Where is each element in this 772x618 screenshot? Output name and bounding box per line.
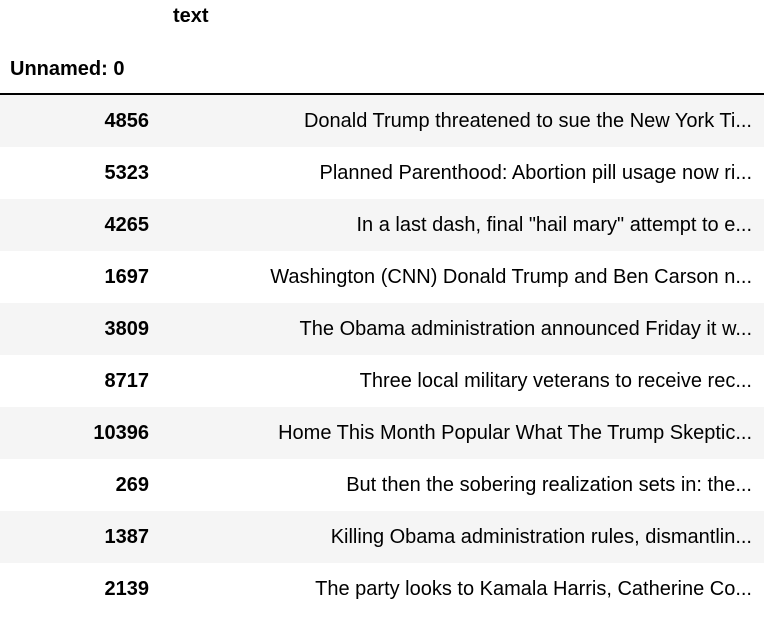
table-row: 4265 In a last dash, final "hail mary" a… [0, 199, 764, 251]
index-header: Unnamed: 0 [10, 58, 125, 80]
row-text: The party looks to Kamala Harris, Cather… [315, 577, 752, 600]
row-text: The Obama administration announced Frida… [299, 317, 752, 340]
row-index: 3809 [104, 317, 150, 340]
row-text: Home This Month Popular What The Trump S… [278, 421, 752, 444]
row-index: 269 [115, 473, 149, 496]
table-row: 1387 Killing Obama administration rules,… [0, 511, 764, 563]
table-row: 10396 Home This Month Popular What The T… [0, 407, 764, 459]
row-index: 2139 [104, 577, 150, 600]
row-text: In a last dash, final "hail mary" attemp… [356, 213, 753, 236]
row-text: Three local military veterans to receive… [359, 369, 752, 392]
index-header-row: Unnamed: 0 [0, 34, 764, 95]
row-text: Killing Obama administration rules, dism… [330, 525, 752, 548]
table-row: 3809 The Obama administration announced … [0, 303, 764, 355]
row-index: 10396 [93, 421, 149, 444]
table-row: 1697 Washington (CNN) Donald Trump and B… [0, 251, 764, 303]
row-index: 1697 [104, 265, 150, 288]
row-text: Planned Parenthood: Abortion pill usage … [319, 161, 752, 184]
row-index: 5323 [104, 161, 150, 184]
row-text: But then the sobering realization sets i… [346, 473, 752, 496]
table-row: 2139 The party looks to Kamala Harris, C… [0, 563, 764, 615]
table-row: 8717 Three local military veterans to re… [0, 355, 764, 407]
row-index: 8717 [104, 369, 150, 392]
column-header-row: text [0, 0, 764, 34]
row-text: Washington (CNN) Donald Trump and Ben Ca… [270, 265, 752, 288]
row-index: 4265 [104, 213, 150, 236]
table-row: 4856 Donald Trump threatened to sue the … [0, 95, 764, 147]
row-text: Donald Trump threatened to sue the New Y… [303, 109, 752, 132]
row-index: 4856 [104, 109, 150, 132]
column-header-text: text [173, 5, 209, 27]
table-row: 269 But then the sobering realization se… [0, 459, 764, 511]
row-index: 1387 [104, 525, 150, 548]
table-body: 4856 Donald Trump threatened to sue the … [0, 95, 764, 615]
table-row: 5323 Planned Parenthood: Abortion pill u… [0, 147, 764, 199]
